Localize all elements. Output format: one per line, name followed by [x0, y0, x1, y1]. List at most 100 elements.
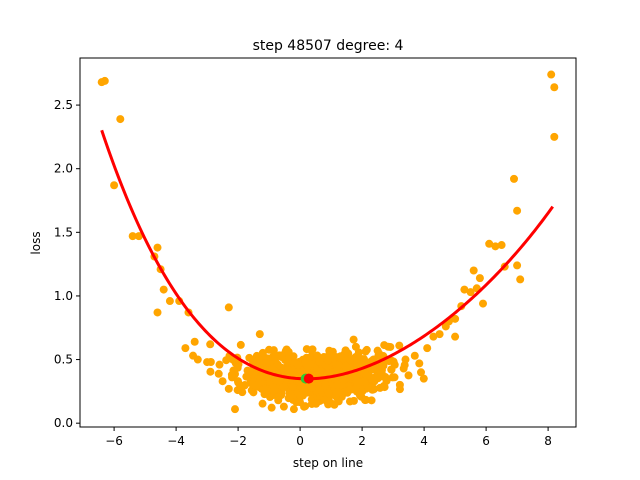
- cluster-point: [279, 402, 288, 411]
- x-tick-label: −2: [229, 434, 247, 448]
- cluster-point: [345, 397, 354, 406]
- marker-layer: [300, 373, 314, 384]
- scatter-point: [460, 285, 469, 294]
- scatter-point: [324, 356, 332, 365]
- cluster-point: [349, 335, 358, 344]
- cluster-point: [288, 382, 297, 391]
- scatter-point: [110, 181, 119, 190]
- scatter-point: [475, 274, 484, 283]
- cluster-point: [353, 359, 362, 368]
- scatter-point: [128, 232, 137, 241]
- scatter-point: [466, 288, 475, 297]
- y-tick-label: 1.0: [54, 289, 73, 303]
- scatter-point: [479, 299, 487, 308]
- scatter-point: [423, 344, 432, 353]
- scatter-point: [231, 405, 239, 414]
- cluster-point: [285, 389, 294, 398]
- y-ticks: 0.0 0.5 1.0 1.5 2.0 2.5: [54, 98, 80, 430]
- y-axis-label: loss: [29, 231, 43, 254]
- scatter-point: [410, 351, 419, 360]
- cluster-point: [395, 385, 404, 394]
- cluster-point: [360, 377, 369, 386]
- scatter-point: [513, 206, 522, 215]
- scatter-point: [429, 332, 438, 341]
- scatter-point: [262, 359, 270, 368]
- y-tick-label: 0.0: [54, 416, 73, 430]
- scatter-point: [491, 242, 500, 251]
- scatter-point: [237, 382, 246, 391]
- cluster-point: [419, 374, 428, 383]
- scatter-point: [308, 345, 317, 354]
- scatter-point: [510, 174, 518, 183]
- scatter-point: [153, 243, 162, 252]
- cluster-point: [380, 383, 389, 392]
- plot-frame: [79, 57, 577, 428]
- cluster-point: [355, 391, 364, 400]
- y-tick-label: 2.5: [54, 98, 73, 112]
- cluster-point: [270, 385, 279, 394]
- cluster-point: [307, 383, 316, 392]
- scatter-point: [333, 381, 342, 390]
- cluster-point: [382, 376, 391, 385]
- scatter-point: [485, 239, 494, 248]
- cluster-point: [362, 345, 371, 354]
- scatter-point: [296, 391, 305, 400]
- x-tick-label: 8: [544, 434, 552, 448]
- scatter-point: [224, 303, 233, 312]
- scatter-point: [351, 342, 360, 351]
- cluster-point: [248, 355, 257, 364]
- cluster-point: [315, 357, 324, 366]
- cluster-point: [295, 398, 304, 407]
- cluster-point: [380, 341, 389, 350]
- y-tick-label: 1.5: [54, 225, 73, 239]
- scatter-point: [203, 358, 212, 367]
- y-tick-label: 0.5: [54, 353, 73, 367]
- scatter-point: [513, 261, 522, 270]
- cluster-point: [234, 360, 243, 369]
- scatter-point: [550, 132, 559, 141]
- cluster-point: [336, 352, 345, 361]
- cluster-point: [320, 380, 329, 389]
- cluster-point: [206, 367, 215, 376]
- x-tick-label: −6: [105, 434, 123, 448]
- y-tick-label: 2.0: [54, 162, 73, 176]
- cluster-point: [243, 366, 252, 375]
- cluster-point: [283, 357, 292, 366]
- scatter-point: [190, 337, 199, 346]
- cluster-point: [266, 393, 275, 402]
- scatter-point: [547, 70, 556, 79]
- scatter-point: [218, 377, 227, 386]
- cluster-point: [334, 361, 343, 370]
- cluster-point: [351, 385, 360, 394]
- cluster-point: [284, 347, 293, 356]
- chart-title: step 48507 degree: 4: [253, 38, 404, 54]
- cluster-point: [302, 353, 311, 362]
- scatter-point: [373, 346, 382, 355]
- scatter-point: [395, 341, 404, 350]
- cluster-point: [249, 388, 258, 397]
- scatter-point: [469, 266, 478, 275]
- cluster-point: [324, 388, 333, 397]
- line-layer: [100, 129, 554, 381]
- cluster-point: [341, 346, 350, 355]
- x-axis-label: step on line: [293, 456, 363, 470]
- fit-curve: [100, 129, 554, 381]
- scatter-point: [451, 332, 460, 341]
- scatter-point: [370, 375, 379, 384]
- cluster-point: [261, 385, 270, 394]
- cluster-point: [258, 348, 267, 357]
- scatter-point: [116, 115, 125, 124]
- scatter-point: [255, 330, 264, 339]
- scatter-point: [401, 355, 410, 364]
- cluster-point: [404, 371, 413, 380]
- scatter-point: [289, 405, 298, 414]
- scatter-point: [159, 285, 168, 294]
- cluster-point: [367, 396, 376, 405]
- scatter-point: [516, 275, 525, 284]
- scatter-point: [193, 355, 202, 364]
- cluster-point: [330, 400, 339, 409]
- x-tick-label: −4: [167, 434, 185, 448]
- cluster-point: [248, 380, 257, 389]
- cluster-point: [387, 365, 396, 374]
